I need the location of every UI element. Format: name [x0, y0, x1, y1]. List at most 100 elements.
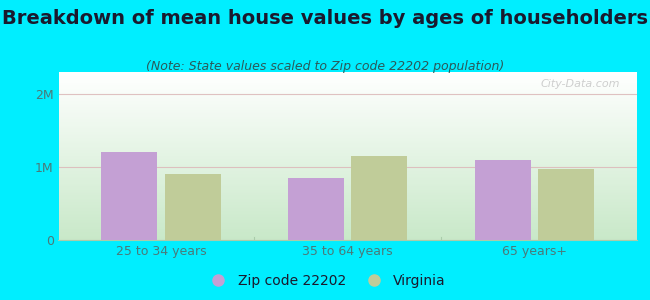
Bar: [58, 106, 637, 107]
Bar: [58, 198, 637, 199]
Bar: [58, 235, 637, 236]
Bar: [58, 212, 637, 213]
Bar: [58, 161, 637, 162]
Bar: [58, 124, 637, 125]
Bar: [58, 123, 637, 124]
Bar: [58, 225, 637, 226]
Bar: [58, 85, 637, 86]
Bar: [58, 183, 637, 184]
Bar: [58, 165, 637, 166]
Bar: [58, 192, 637, 193]
Bar: [58, 222, 637, 223]
Bar: [58, 185, 637, 186]
Bar: [58, 140, 637, 141]
Bar: [58, 156, 637, 157]
Bar: [58, 84, 637, 85]
Bar: [58, 166, 637, 167]
Bar: [58, 194, 637, 195]
Bar: [58, 188, 637, 189]
Bar: [58, 129, 637, 130]
Bar: [58, 233, 637, 234]
Bar: [58, 139, 637, 140]
Bar: [58, 218, 637, 219]
Bar: [58, 229, 637, 230]
Bar: [58, 197, 637, 198]
Bar: [58, 236, 637, 237]
Bar: [58, 169, 637, 170]
Bar: [58, 207, 637, 208]
Bar: [58, 102, 637, 103]
Bar: [58, 100, 637, 101]
Bar: [58, 219, 637, 220]
Bar: [58, 171, 637, 172]
Bar: [58, 216, 637, 217]
Bar: [58, 160, 637, 161]
Text: Breakdown of mean house values by ages of householders: Breakdown of mean house values by ages o…: [2, 9, 648, 28]
Bar: [58, 98, 637, 99]
Bar: [58, 142, 637, 143]
Bar: [58, 174, 637, 175]
Bar: [58, 220, 637, 221]
Bar: [538, 169, 594, 240]
Bar: [58, 184, 637, 185]
Bar: [58, 79, 637, 80]
Bar: [58, 227, 637, 228]
Bar: [58, 95, 637, 96]
Bar: [58, 213, 637, 214]
Bar: [58, 217, 637, 218]
Bar: [58, 237, 637, 238]
Bar: [58, 144, 637, 145]
Bar: [58, 158, 637, 159]
Bar: [58, 209, 637, 210]
Bar: [58, 239, 637, 240]
Bar: [58, 137, 637, 138]
Bar: [58, 74, 637, 75]
Bar: [58, 104, 637, 105]
Bar: [58, 148, 637, 149]
Bar: [58, 73, 637, 74]
Bar: [58, 94, 637, 95]
Bar: [58, 181, 637, 182]
Bar: [58, 211, 637, 212]
Bar: [58, 204, 637, 205]
Bar: [58, 168, 637, 169]
Bar: [58, 147, 637, 148]
Bar: [58, 132, 637, 133]
Bar: [58, 203, 637, 204]
Bar: [58, 133, 637, 134]
Bar: [58, 159, 637, 160]
Bar: [58, 154, 637, 155]
Bar: [352, 156, 408, 240]
Bar: [58, 76, 637, 77]
Bar: [58, 89, 637, 90]
Bar: [58, 162, 637, 163]
Bar: [58, 82, 637, 83]
Bar: [58, 228, 637, 229]
Bar: [58, 145, 637, 146]
Bar: [58, 75, 637, 76]
Bar: [288, 178, 344, 240]
Bar: [58, 83, 637, 84]
Bar: [58, 135, 637, 136]
Bar: [58, 103, 637, 104]
Bar: [58, 215, 637, 216]
Bar: [58, 231, 637, 232]
Bar: [58, 108, 637, 109]
Bar: [58, 97, 637, 98]
Bar: [58, 170, 637, 171]
Bar: [58, 191, 637, 192]
Bar: [58, 100, 637, 101]
Bar: [58, 196, 637, 197]
Bar: [58, 116, 637, 117]
Bar: [58, 92, 637, 93]
Bar: [58, 226, 637, 227]
Bar: [58, 119, 637, 120]
Bar: [58, 232, 637, 233]
Bar: [58, 190, 637, 191]
Bar: [58, 179, 637, 180]
Bar: [58, 150, 637, 151]
Bar: [58, 167, 637, 168]
Bar: [58, 120, 637, 121]
Bar: [58, 163, 637, 164]
Bar: [58, 143, 637, 144]
